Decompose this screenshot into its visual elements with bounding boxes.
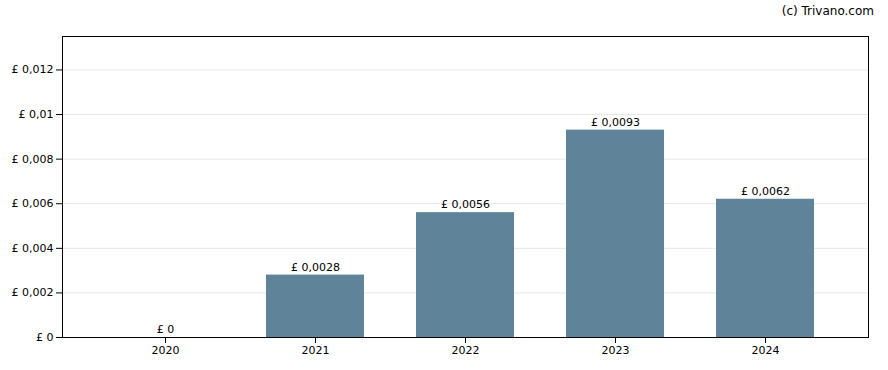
svg-text:£ 0: £ 0 bbox=[157, 323, 175, 336]
svg-text:£ 0,0093: £ 0,0093 bbox=[591, 116, 640, 129]
html-text:(c) Trivano.com: (c) Trivano.com bbox=[781, 4, 874, 18]
svg-text:2022: 2022 bbox=[452, 344, 480, 357]
svg-text:£ 0,01: £ 0,01 bbox=[19, 108, 54, 121]
svg-text:£ 0: £ 0 bbox=[36, 331, 54, 344]
svg-text:2023: 2023 bbox=[602, 344, 630, 357]
svg-text:2020: 2020 bbox=[152, 344, 180, 357]
svg-text:2021: 2021 bbox=[302, 344, 330, 357]
svg-text:£ 0,0062: £ 0,0062 bbox=[741, 185, 790, 198]
svg-text:£ 0,006: £ 0,006 bbox=[12, 197, 54, 210]
svg-text:£ 0,0028: £ 0,0028 bbox=[291, 261, 340, 274]
svg-text:£ 0,012: £ 0,012 bbox=[12, 63, 54, 76]
svg-text:£ 0,004: £ 0,004 bbox=[12, 242, 54, 255]
svg-text:2024: 2024 bbox=[752, 344, 780, 357]
svg-text:£ 0,0056: £ 0,0056 bbox=[441, 198, 490, 211]
svg-text:£ 0,008: £ 0,008 bbox=[12, 153, 54, 166]
svg-text:£ 0,002: £ 0,002 bbox=[12, 286, 54, 299]
